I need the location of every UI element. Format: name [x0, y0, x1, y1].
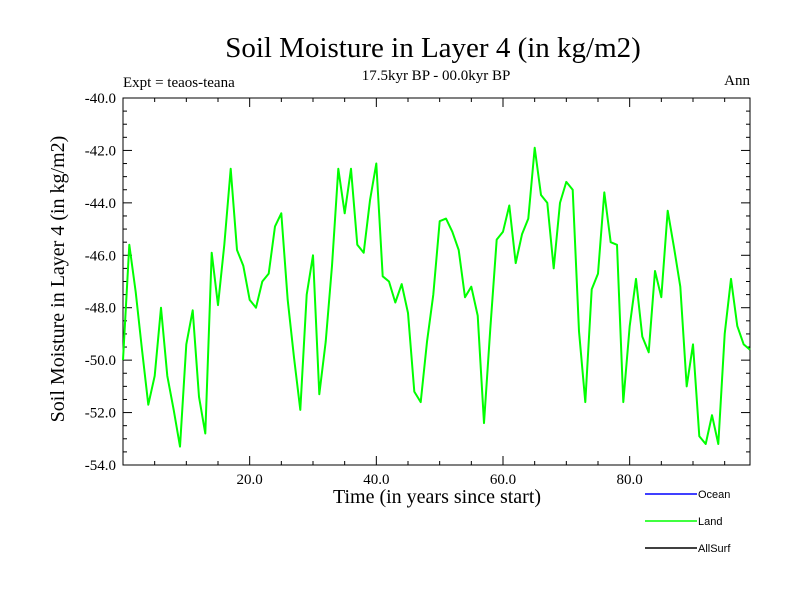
y-tick-label: -52.0: [85, 406, 116, 422]
legend: Ocean Land AllSurf: [645, 489, 731, 555]
plot-area: -54.0 -52.0 -50.0 -48.0 -46.0 -44.0 -42.0 -40.0…: [85, 91, 751, 488]
x-axis-label: Time (in years since start): [333, 486, 541, 508]
y-axis: -54.0 -52.0 -50.0 -48.0 -46.0 -44.0 -42.0 -40.0: [85, 91, 750, 474]
series-line-land: [122, 146, 751, 448]
y-tick-label: -48.0: [85, 301, 116, 317]
legend-label-allsurf: AllSurf: [698, 543, 731, 555]
chart-subtitle: 17.5kyr BP - 00.0kyr BP: [362, 68, 511, 84]
x-tick-label: 60.0: [490, 472, 516, 488]
x-axis: 20.0 40.0 60.0 80.0: [154, 98, 726, 488]
y-tick-label: -54.0: [85, 458, 116, 474]
y-tick-label: -42.0: [85, 143, 116, 159]
experiment-label: Expt = teaos-teana: [123, 75, 235, 91]
y-tick-label: -46.0: [85, 248, 116, 264]
x-tick-label: 20.0: [237, 472, 263, 488]
x-tick-label: 80.0: [617, 472, 643, 488]
plot-frame: [122, 97, 751, 466]
legend-label-land: Land: [698, 516, 722, 528]
y-tick-label: -40.0: [85, 91, 116, 107]
season-label: Ann: [724, 73, 750, 89]
x-tick-label: 40.0: [363, 472, 389, 488]
series-layer: [122, 146, 751, 448]
y-tick-label: -44.0: [85, 196, 116, 212]
y-tick-label: -50.0: [85, 353, 116, 369]
chart-title: Soil Moisture in Layer 4 (in kg/m2): [225, 32, 641, 64]
legend-label-ocean: Ocean: [698, 489, 730, 501]
y-axis-label: Soil Moisture in Layer 4 (in kg/m2): [47, 136, 69, 423]
